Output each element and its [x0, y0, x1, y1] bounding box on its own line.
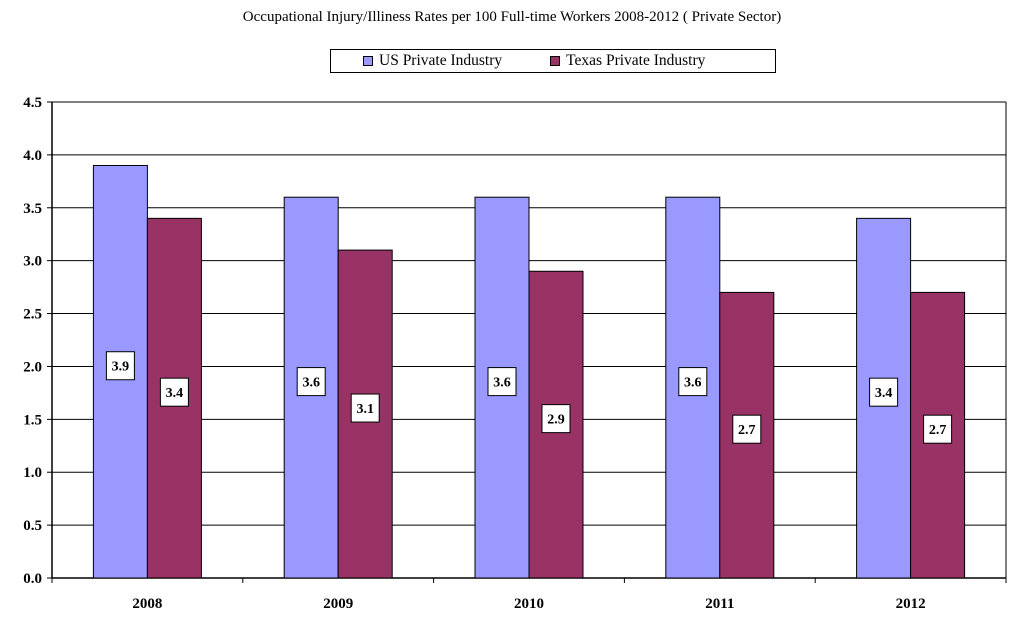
legend: US Private Industry Texas Private Indust…	[330, 49, 776, 73]
y-tick-label: 3.5	[23, 201, 42, 217]
legend-label-texas: Texas Private Industry	[566, 52, 706, 69]
y-tick-label: 4.0	[23, 148, 42, 164]
data-label-box	[869, 377, 899, 407]
legend-swatch-texas	[550, 56, 561, 66]
legend-swatch-us	[363, 56, 373, 66]
y-tick-label: 1.5	[23, 412, 42, 428]
y-tick-label: 4.5	[23, 95, 42, 111]
data-label: 3.6	[684, 376, 702, 391]
y-tick-label: 3.0	[23, 254, 42, 270]
legend-item-texas: Texas Private Industry	[550, 52, 705, 70]
x-tick-label: 2012	[896, 596, 926, 612]
x-tick-label: 2009	[323, 596, 353, 612]
y-tick-label: 1.0	[23, 465, 42, 481]
data-label: 3.6	[302, 376, 320, 391]
data-label-box	[732, 414, 762, 444]
y-tick-label: 0.0	[23, 571, 42, 587]
data-label: 2.7	[738, 423, 756, 438]
legend-item-us: US Private Industry	[363, 52, 502, 70]
data-label-box	[541, 404, 571, 434]
data-label-box	[296, 367, 326, 397]
data-label-box	[159, 377, 189, 407]
data-label: 3.9	[112, 360, 130, 375]
data-label: 2.7	[929, 423, 947, 438]
data-label: 3.1	[356, 402, 374, 417]
data-label-box	[923, 414, 953, 444]
data-label-box	[678, 367, 708, 397]
data-label: 3.6	[493, 376, 511, 391]
x-tick-label: 2010	[514, 596, 544, 612]
x-tick-label: 2011	[705, 596, 734, 612]
data-label-box	[105, 351, 135, 381]
chart-title: Occupational Injury/Illiness Rates per 1…	[242, 9, 782, 25]
data-label-box	[487, 367, 517, 397]
x-tick-label: 2008	[132, 596, 162, 612]
y-tick-label: 2.5	[23, 307, 42, 323]
data-label: 3.4	[166, 386, 184, 401]
legend-label-us: US Private Industry	[379, 52, 503, 69]
data-label-box	[350, 393, 380, 423]
y-tick-label: 2.0	[23, 359, 42, 375]
y-tick-label: 0.5	[23, 518, 42, 534]
data-label: 3.4	[875, 386, 893, 401]
data-label: 2.9	[547, 413, 565, 428]
